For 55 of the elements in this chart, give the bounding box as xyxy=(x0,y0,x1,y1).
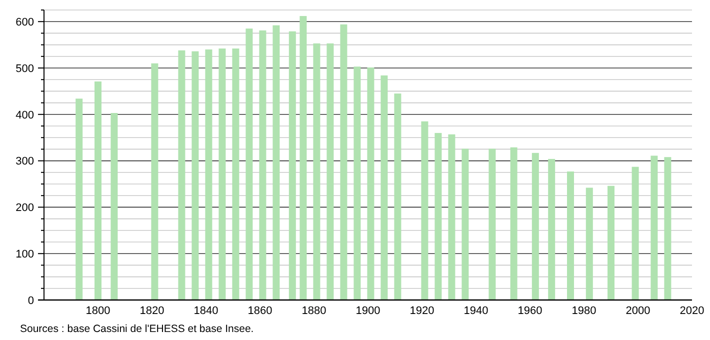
bar xyxy=(272,25,280,300)
bar xyxy=(94,81,102,300)
x-tick-label: 1840 xyxy=(194,305,218,317)
y-tick-label: 400 xyxy=(16,109,34,122)
y-tick-label: 300 xyxy=(16,156,34,168)
x-tick-label: 1820 xyxy=(140,305,164,317)
x-tick-label: 2020 xyxy=(680,305,704,317)
bar xyxy=(434,132,442,300)
y-tick-label: 100 xyxy=(16,248,34,260)
bar xyxy=(510,147,518,300)
y-tick-label: 0 xyxy=(28,294,34,307)
x-tick-label: 1960 xyxy=(518,305,542,317)
bar xyxy=(259,30,266,300)
bar xyxy=(313,43,320,300)
x-tick-label: 1900 xyxy=(356,305,380,317)
bar xyxy=(367,68,374,300)
bar xyxy=(567,171,574,300)
bar xyxy=(380,75,388,300)
bar xyxy=(448,134,456,300)
bar xyxy=(532,152,539,300)
bar xyxy=(354,66,361,300)
y-tick-label: 500 xyxy=(16,62,34,75)
bar xyxy=(664,157,672,300)
y-tick-label: 600 xyxy=(16,16,34,28)
bar xyxy=(288,31,296,300)
bar xyxy=(650,156,658,300)
x-tick-label: 1920 xyxy=(410,305,434,317)
bar xyxy=(421,121,428,300)
x-tick-label: 1880 xyxy=(302,305,326,317)
bar xyxy=(151,63,158,300)
bar xyxy=(586,188,593,300)
bar xyxy=(340,24,348,300)
bar xyxy=(178,50,186,300)
bar xyxy=(232,48,240,300)
x-tick-label: 1800 xyxy=(86,305,110,317)
y-tick-label: 200 xyxy=(16,202,34,214)
bar xyxy=(632,166,639,300)
x-tick-label: 2000 xyxy=(626,305,650,317)
bar xyxy=(300,16,307,300)
x-tick-label: 1940 xyxy=(464,305,488,317)
bar xyxy=(110,113,118,300)
source-note: Sources : base Cassini de l'EHESS et base Insee. xyxy=(20,323,254,335)
bar xyxy=(462,148,469,300)
bar xyxy=(76,98,83,300)
x-tick-label: 1980 xyxy=(572,305,596,317)
bar xyxy=(326,43,334,300)
bar xyxy=(488,148,496,300)
bar xyxy=(608,186,614,300)
bar xyxy=(205,49,212,300)
x-tick-label: 1860 xyxy=(248,305,272,317)
bar xyxy=(218,48,226,300)
bar xyxy=(246,28,253,300)
bar xyxy=(548,158,556,300)
bar xyxy=(192,51,199,300)
bar xyxy=(394,94,402,300)
